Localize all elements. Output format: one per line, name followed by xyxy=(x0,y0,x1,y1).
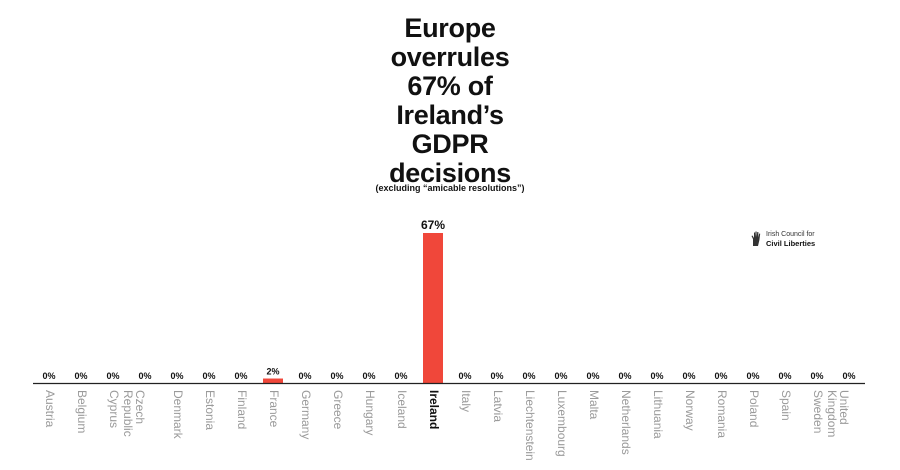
data-label-spain: 0% xyxy=(778,371,791,381)
category-label-iceland: Iceland xyxy=(395,390,409,429)
bar-france xyxy=(263,378,283,383)
logo-line-2: Civil Liberties xyxy=(766,239,816,248)
data-label-united-kingdom: 0% xyxy=(842,371,855,381)
category-label-denmark: Denmark xyxy=(171,390,185,440)
data-label-austria: 0% xyxy=(42,371,55,381)
data-label-norway: 0% xyxy=(682,371,695,381)
data-label-estonia: 0% xyxy=(202,371,215,381)
data-label-italy: 0% xyxy=(458,371,471,381)
category-label-lithuania: Lithuania xyxy=(651,390,665,439)
category-label-united-kingdom: UnitedKingdom xyxy=(825,390,851,437)
data-label-liechtenstein: 0% xyxy=(522,371,535,381)
category-label-finland: Finland xyxy=(235,390,249,429)
chart-title: Europe overrules 67% of Ireland’s GDPR d… xyxy=(389,13,511,188)
data-label-poland: 0% xyxy=(746,371,759,381)
data-label-sweden: 0% xyxy=(810,371,823,381)
data-label-romania: 0% xyxy=(714,371,727,381)
iccl-logo: Irish Council for Civil Liberties xyxy=(750,230,815,248)
category-label-liechtenstein: Liechtenstein xyxy=(523,390,537,461)
data-label-belgium: 0% xyxy=(74,371,87,381)
category-label-cyprus: Cyprus xyxy=(107,390,121,428)
category-label-ireland: Ireland xyxy=(427,390,441,429)
data-label-iceland: 0% xyxy=(394,371,407,381)
category-label-latvia: Latvia xyxy=(491,390,505,422)
data-label-greece: 0% xyxy=(330,371,343,381)
data-label-hungary: 0% xyxy=(362,371,375,381)
category-label-czech-republic: CzechRepublic xyxy=(121,390,147,437)
data-label-netherlands: 0% xyxy=(618,371,631,381)
bar-ireland xyxy=(423,233,443,383)
data-label-malta: 0% xyxy=(586,371,599,381)
category-label-luxembourg: Luxembourg xyxy=(555,390,569,457)
category-label-romania: Romania xyxy=(715,390,729,438)
category-label-netherlands: Netherlands xyxy=(619,390,633,455)
data-label-czech-republic: 0% xyxy=(138,371,151,381)
category-label-estonia: Estonia xyxy=(203,390,217,430)
category-label-norway: Norway xyxy=(683,390,697,431)
data-label-denmark: 0% xyxy=(170,371,183,381)
category-label-belgium: Belgium xyxy=(75,390,89,433)
category-label-malta: Malta xyxy=(587,390,601,420)
category-label-italy: Italy xyxy=(459,390,473,412)
data-label-ireland: 67% xyxy=(421,218,445,232)
data-label-france: 2% xyxy=(266,367,279,377)
data-label-latvia: 0% xyxy=(490,371,503,381)
category-label-france: France xyxy=(267,390,281,428)
category-label-germany: Germany xyxy=(299,390,313,439)
category-label-spain: Spain xyxy=(779,390,793,421)
category-label-greece: Greece xyxy=(331,390,345,430)
category-label-austria: Austria xyxy=(43,390,57,428)
category-label-poland: Poland xyxy=(747,390,761,427)
chart-subtitle: (excluding “amicable resolutions”) xyxy=(375,183,525,193)
category-label-sweden: Sweden xyxy=(811,390,825,433)
raised-hand-icon xyxy=(751,231,761,246)
data-label-finland: 0% xyxy=(234,371,247,381)
data-label-lithuania: 0% xyxy=(650,371,663,381)
logo-line-1: Irish Council for xyxy=(766,231,815,238)
category-label-hungary: Hungary xyxy=(363,390,377,435)
data-label-cyprus: 0% xyxy=(106,371,119,381)
data-label-germany: 0% xyxy=(298,371,311,381)
data-label-luxembourg: 0% xyxy=(554,371,567,381)
